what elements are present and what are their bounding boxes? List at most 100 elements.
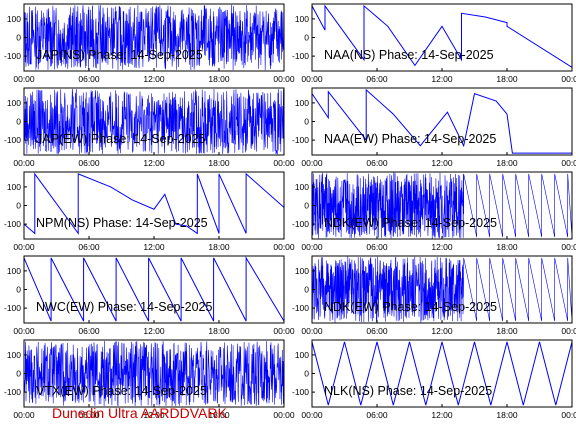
- y-tick-label: -100: [4, 51, 21, 61]
- x-tick-label: 18:00: [208, 242, 230, 252]
- y-tick-label: 0: [16, 33, 21, 43]
- x-tick-label: 00:00: [273, 74, 295, 84]
- x-tick-label: 12:00: [431, 74, 453, 84]
- x-tick-label: 00:00: [301, 242, 323, 252]
- y-tick-label: -100: [4, 387, 21, 397]
- panel-title: NAA(EW) Phase: 14-Sep-2025: [324, 132, 496, 146]
- y-tick-label: -100: [292, 387, 309, 397]
- y-tick-label: -100: [4, 135, 21, 145]
- plot-area: [312, 341, 572, 406]
- x-tick-label: 18:00: [208, 326, 230, 336]
- x-tick-label: 06:00: [78, 410, 100, 420]
- panel-ndk-ew-2: 100 0 -100 00:00 06:00 12:00 18:00 00:00 NDK(EW)…: [292, 255, 576, 336]
- y-tick-label: -100: [292, 51, 309, 61]
- panel-title: NDK(EW) Phase: 14-Sep-2025: [324, 216, 497, 230]
- x-tick-label: 06:00: [78, 158, 100, 168]
- panel-nwc-ew: 100 0 -100 00:00 06:00 12:00 18:00 00:00 NWC(EW)…: [4, 255, 295, 336]
- x-tick-label: 18:00: [496, 158, 518, 168]
- x-tick-label: 06:00: [366, 74, 388, 84]
- y-tick-label: 100: [7, 14, 21, 24]
- x-tick-label: 00:00: [273, 158, 295, 168]
- x-tick-label: 00:00: [561, 158, 576, 168]
- x-tick-label: 06:00: [78, 242, 100, 252]
- plot-area: [24, 340, 284, 407]
- panel-title: JAP(EW) Phase: 14-Sep-2025: [36, 132, 206, 146]
- x-tick-label: 12:00: [143, 74, 165, 84]
- x-tick-label: 18:00: [208, 74, 230, 84]
- y-tick-label: 100: [295, 98, 309, 108]
- panel-title: NPM(NS) Phase: 14-Sep-2025: [36, 216, 208, 230]
- y-tick-label: 100: [7, 266, 21, 276]
- x-tick-label: 12:00: [431, 326, 453, 336]
- y-tick-label: 100: [7, 182, 21, 192]
- series-line: [312, 172, 572, 239]
- y-tick-label: -100: [292, 135, 309, 145]
- y-tick-label: 0: [304, 33, 309, 43]
- y-tick-label: 0: [16, 201, 21, 211]
- x-tick-label: 12:00: [143, 242, 165, 252]
- x-tick-label: 00:00: [561, 410, 576, 420]
- x-tick-label: 00:00: [13, 74, 35, 84]
- x-tick-label: 18:00: [496, 74, 518, 84]
- panel-title: NWC(EW) Phase: 14-Sep-2025: [36, 300, 213, 314]
- panel-title: NLK(NS) Phase: 14-Sep-2025: [324, 384, 492, 398]
- panel-jap-ew: 100 0 -100 00:00 06:00 12:00 18:00 00:00 JAP(EW)…: [4, 87, 295, 168]
- plot-area: [24, 256, 284, 322]
- x-tick-label: 00:00: [561, 74, 576, 84]
- series-line: [312, 256, 572, 323]
- panel-title: VTX(EW) Phase: 14-Sep-2025: [36, 384, 207, 398]
- series-line: [24, 88, 284, 155]
- panel-nlk-ns: 100 0 -100 00:00 06:00 12:00 18:00 00:00 NLK(NS)…: [292, 339, 576, 420]
- y-tick-label: -100: [292, 303, 309, 313]
- x-tick-label: 12:00: [143, 410, 165, 420]
- y-tick-label: 0: [304, 201, 309, 211]
- x-tick-label: 00:00: [561, 242, 576, 252]
- x-tick-label: 18:00: [208, 410, 230, 420]
- y-tick-label: 100: [7, 98, 21, 108]
- panel-title: NAA(NS) Phase: 14-Sep-2025: [324, 48, 494, 62]
- y-tick-label: 100: [295, 14, 309, 24]
- x-tick-label: 12:00: [143, 158, 165, 168]
- plot-area: [312, 88, 572, 154]
- panel-npm-ns: 100 0 -100 00:00 06:00 12:00 18:00 00:00 NPM(NS)…: [4, 171, 295, 252]
- plot-area: [312, 172, 572, 239]
- x-tick-label: 18:00: [496, 326, 518, 336]
- x-tick-label: 00:00: [301, 158, 323, 168]
- x-tick-label: 00:00: [273, 410, 295, 420]
- panel-ndk-ew-1: 100 0 -100 00:00 06:00 12:00 18:00 00:00 NDK(EW)…: [292, 171, 576, 252]
- x-tick-label: 00:00: [561, 326, 576, 336]
- x-tick-label: 12:00: [431, 410, 453, 420]
- plot-area: [312, 256, 572, 323]
- series-line: [312, 341, 572, 406]
- x-tick-label: 00:00: [13, 326, 35, 336]
- y-tick-label: -100: [4, 303, 21, 313]
- x-tick-label: 06:00: [366, 410, 388, 420]
- x-tick-label: 00:00: [301, 74, 323, 84]
- x-tick-label: 00:00: [273, 326, 295, 336]
- x-tick-label: 00:00: [301, 410, 323, 420]
- panel-naa-ew: 100 0 -100 00:00 06:00 12:00 18:00 00:00 NAA(EW)…: [292, 87, 576, 168]
- y-tick-label: 100: [295, 266, 309, 276]
- x-tick-label: 06:00: [366, 326, 388, 336]
- y-tick-label: 0: [304, 117, 309, 127]
- x-tick-label: 06:00: [78, 74, 100, 84]
- footer-label: Dunedin Ultra AARDDVARK: [52, 405, 227, 421]
- y-tick-label: 0: [304, 285, 309, 295]
- x-tick-label: 18:00: [208, 158, 230, 168]
- plot-area: [312, 4, 572, 68]
- panel-vtx-ew: 100 0 -100 00:00 06:00 12:00 18:00 00:00 VTX(EW)…: [4, 339, 295, 420]
- panel-naa-ns: 100 0 -100 00:00 06:00 12:00 18:00 00:00 NAA(NS)…: [292, 3, 576, 84]
- x-tick-label: 18:00: [496, 242, 518, 252]
- y-tick-label: 100: [295, 182, 309, 192]
- panel-jap-ns: 100 0 -100 00:00 06:00 12:00 18:00 00:00 JAP(NS)…: [4, 3, 295, 84]
- x-tick-label: 00:00: [13, 242, 35, 252]
- panel-title: JAP(NS) Phase: 14-Sep-2025: [36, 48, 203, 62]
- series-line: [312, 88, 572, 154]
- y-tick-label: 100: [295, 350, 309, 360]
- x-tick-label: 12:00: [431, 158, 453, 168]
- x-tick-label: 06:00: [78, 326, 100, 336]
- y-tick-label: 0: [16, 285, 21, 295]
- panel-title: NDK(EW) Phase: 14-Sep-2025: [324, 300, 497, 314]
- series-line: [24, 4, 284, 71]
